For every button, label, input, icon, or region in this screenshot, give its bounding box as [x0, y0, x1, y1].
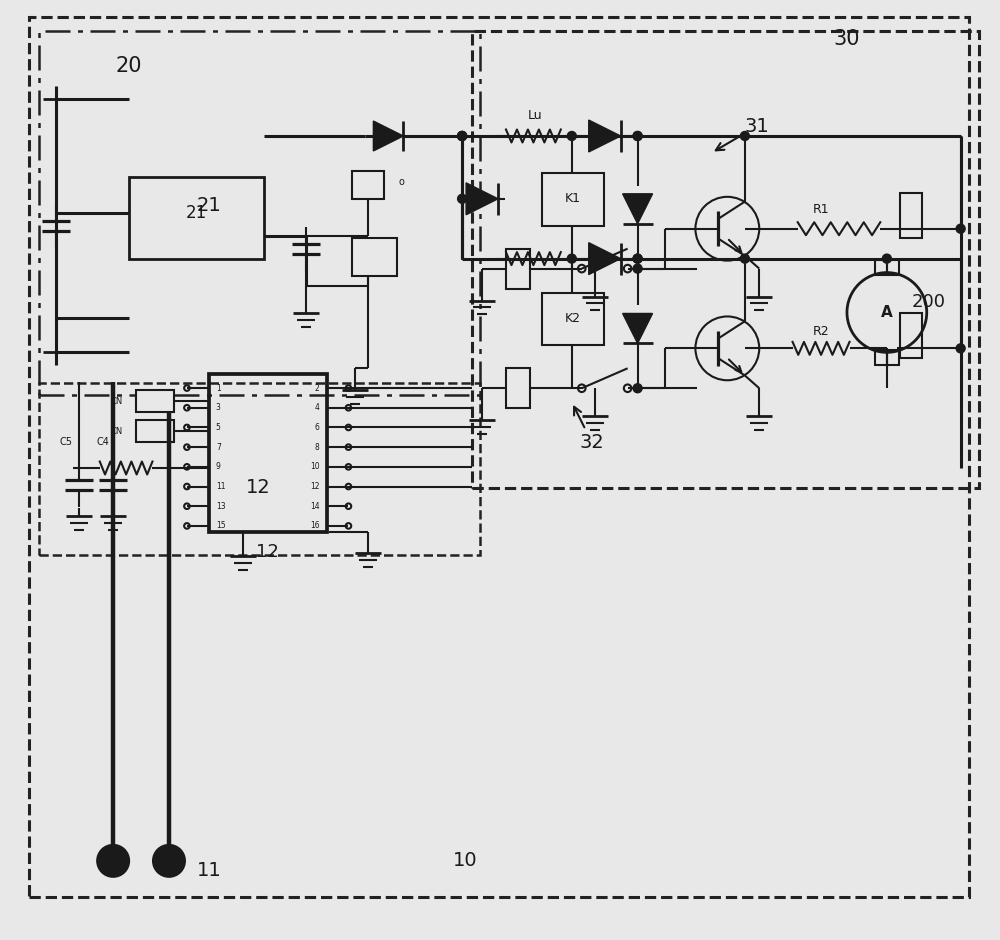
Text: 13: 13	[216, 502, 225, 510]
Bar	[875, 259, 899, 274]
Text: C5: C5	[60, 437, 73, 447]
Polygon shape	[589, 120, 621, 152]
Circle shape	[633, 132, 642, 140]
Bar	[472, 31, 979, 488]
Text: 14: 14	[310, 502, 320, 510]
Bar	[542, 173, 604, 226]
Circle shape	[567, 254, 576, 263]
Text: 1: 1	[216, 384, 221, 393]
Bar	[39, 384, 480, 555]
Text: 7: 7	[216, 443, 221, 451]
Circle shape	[882, 254, 891, 263]
Bar	[129, 177, 264, 258]
Circle shape	[633, 264, 642, 274]
Circle shape	[633, 254, 642, 263]
Text: 10: 10	[453, 852, 477, 870]
Text: 20: 20	[116, 56, 142, 76]
Circle shape	[458, 132, 467, 140]
Text: 12: 12	[256, 542, 279, 561]
Text: R2: R2	[813, 325, 829, 338]
Text: 11: 11	[196, 861, 221, 881]
Bar	[39, 31, 480, 395]
Circle shape	[633, 384, 642, 393]
Text: 11: 11	[216, 482, 225, 491]
Circle shape	[458, 132, 467, 140]
Bar	[136, 420, 174, 442]
Text: 32: 32	[574, 407, 604, 451]
Text: 16: 16	[310, 522, 320, 530]
Polygon shape	[373, 121, 403, 151]
Bar	[506, 249, 530, 289]
Text: 10: 10	[310, 462, 320, 471]
Text: C4: C4	[97, 437, 110, 447]
Text: 5: 5	[216, 423, 221, 432]
Text: 15: 15	[216, 522, 225, 530]
Text: R1: R1	[813, 203, 829, 216]
Text: 12: 12	[310, 482, 320, 491]
Text: o: o	[398, 177, 404, 187]
Text: 9: 9	[216, 462, 221, 471]
Circle shape	[956, 225, 965, 233]
Polygon shape	[589, 243, 621, 274]
Bar	[900, 194, 922, 238]
Text: K2: K2	[565, 312, 581, 325]
Text: A: A	[881, 305, 893, 320]
Circle shape	[458, 132, 467, 140]
Text: 4: 4	[315, 403, 320, 413]
Circle shape	[740, 132, 749, 140]
Polygon shape	[466, 183, 498, 214]
Text: 8: 8	[315, 443, 320, 451]
Circle shape	[956, 344, 965, 352]
Text: 21: 21	[185, 204, 207, 222]
Polygon shape	[623, 194, 653, 224]
Text: 30: 30	[834, 29, 860, 49]
Text: 3: 3	[216, 403, 221, 413]
Text: 6: 6	[315, 423, 320, 432]
Circle shape	[458, 195, 467, 203]
Bar	[136, 390, 174, 412]
Circle shape	[567, 132, 576, 140]
Polygon shape	[623, 313, 653, 343]
Bar	[352, 238, 397, 275]
Bar	[352, 171, 384, 198]
Bar	[542, 292, 604, 345]
Text: K1: K1	[565, 193, 581, 205]
Circle shape	[153, 845, 185, 877]
Text: 2: 2	[315, 384, 320, 393]
Text: 200: 200	[912, 293, 946, 311]
Text: 21: 21	[196, 196, 221, 215]
Text: CN: CN	[111, 427, 123, 435]
Circle shape	[97, 845, 129, 877]
Bar	[209, 374, 327, 532]
Bar	[875, 351, 899, 366]
Text: 31: 31	[716, 117, 770, 150]
Text: CN: CN	[111, 397, 123, 406]
Text: 12: 12	[246, 478, 271, 497]
Bar	[900, 313, 922, 358]
Circle shape	[740, 254, 749, 263]
Circle shape	[633, 254, 642, 263]
Bar	[506, 368, 530, 408]
Text: Lu: Lu	[528, 109, 542, 122]
Circle shape	[633, 132, 642, 140]
